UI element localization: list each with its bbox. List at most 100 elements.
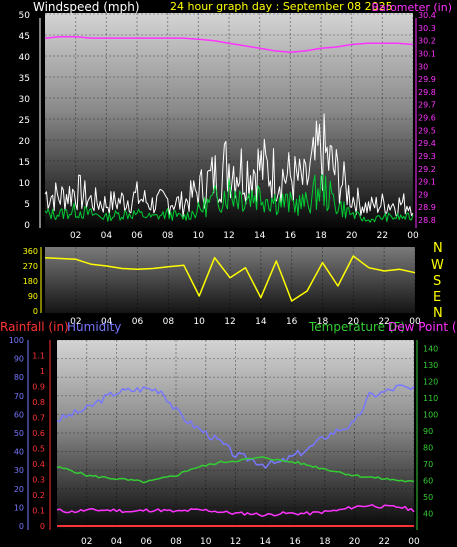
- x-tick-label: 02: [70, 317, 81, 327]
- direction-plot-area: [45, 247, 415, 313]
- dir-y-tick-label: 270: [23, 262, 38, 271]
- x-tick-label: 18: [319, 537, 331, 547]
- x-tick-label: 02: [81, 537, 92, 547]
- temp-y-tick-label: 130: [423, 361, 438, 370]
- wind-gust-line: [44, 113, 414, 217]
- temperature-line: [56, 456, 415, 484]
- temp-plot-area: [57, 340, 414, 530]
- axis-labels: 0510152025303540455028.828.92929.129.229…: [9, 11, 439, 547]
- x-tick-label: 20: [348, 317, 360, 327]
- humidity-y-tick-label: 50: [14, 429, 24, 438]
- baro-y-tick-label: 28.9: [418, 203, 436, 212]
- baro-y-tick-label: 28.8: [418, 216, 436, 225]
- temperature-title: Temperature (F): [308, 320, 405, 334]
- wind-y-tick-label: 50: [19, 11, 31, 21]
- wind-y-tick-label: 45: [19, 32, 30, 42]
- wind-y-tick-label: 35: [19, 74, 30, 84]
- rainfall-title: Rainfall (in): [0, 320, 69, 334]
- temp-y-tick-label: 50: [423, 493, 433, 502]
- baro-y-tick-label: 29.9: [418, 75, 436, 84]
- x-tick-label: 16: [289, 537, 301, 547]
- wind-y-tick-label: 25: [19, 116, 30, 126]
- rain-y-tick-label: 1.1: [32, 352, 45, 361]
- x-tick-label: 18: [315, 231, 327, 241]
- baro-y-tick-label: 30.1: [418, 49, 436, 58]
- x-tick-label: 12: [224, 317, 235, 327]
- baro-y-tick-label: 30.4: [418, 11, 436, 20]
- humidity-y-tick-label: 20: [14, 485, 24, 494]
- compass-w: W: [431, 258, 444, 273]
- humidity-y-tick-label: 40: [14, 448, 24, 457]
- baro-y-tick-label: 29.1: [418, 178, 436, 187]
- x-tick-label: 12: [223, 231, 234, 241]
- x-tick-label: 04: [101, 317, 113, 327]
- humidity-y-tick-label: 80: [14, 373, 24, 382]
- x-tick-label: 06: [141, 537, 153, 547]
- x-tick-label: 12: [230, 537, 241, 547]
- baro-y-tick-label: 29.8: [418, 88, 436, 97]
- compass-n-top: N: [433, 241, 443, 256]
- wind-average-line: [44, 174, 414, 223]
- wind-y-tick-label: 0: [24, 221, 30, 231]
- x-tick-label: 02: [70, 231, 81, 241]
- rain-y-tick-label: 0.4: [32, 460, 45, 469]
- humidity-y-tick-label: 10: [14, 503, 24, 512]
- x-tick-label: 14: [255, 317, 267, 327]
- grid-lines: [45, 13, 416, 530]
- wind-plot-area: [45, 13, 413, 228]
- wind-direction-line: [44, 255, 416, 302]
- x-tick-label: 16: [286, 317, 298, 327]
- dir-y-tick-label: 360: [23, 247, 38, 256]
- x-tick-label: 20: [349, 537, 361, 547]
- x-tick-label: 08: [163, 317, 175, 327]
- baro-y-tick-label: 29: [418, 190, 428, 199]
- x-tick-label: 08: [162, 231, 174, 241]
- x-tick-label: 22: [378, 317, 389, 327]
- baro-y-tick-label: 29.6: [418, 114, 436, 123]
- temp-y-tick-label: 100: [423, 410, 438, 419]
- x-tick-label: 14: [254, 231, 266, 241]
- x-tick-label: 22: [379, 537, 390, 547]
- baro-y-tick-label: 30: [418, 62, 428, 71]
- temp-y-tick-label: 60: [423, 476, 433, 485]
- rain-y-tick-label: 0.3: [32, 476, 45, 485]
- baro-y-tick-label: 30.3: [418, 24, 436, 33]
- dir-y-tick-label: 90: [28, 292, 38, 301]
- dewpoint-line: [56, 504, 415, 517]
- temp-y-tick-label: 40: [423, 509, 433, 518]
- temp-y-tick-label: 120: [423, 377, 438, 386]
- x-tick-label: 10: [200, 537, 212, 547]
- wind-y-tick-label: 10: [19, 179, 31, 189]
- compass-e: E: [433, 290, 441, 305]
- x-tick-label: 16: [285, 231, 297, 241]
- rain-y-tick-label: 1: [40, 367, 45, 376]
- barometer-title: Barometer (in): [372, 1, 453, 14]
- baro-y-tick-label: 29.3: [418, 152, 436, 161]
- humidity-y-tick-label: 70: [14, 392, 24, 401]
- temp-y-tick-label: 140: [423, 344, 438, 353]
- rain-y-tick-label: 0.9: [32, 383, 45, 392]
- series-lines: [44, 36, 416, 527]
- compass-s: S: [433, 274, 441, 289]
- baro-y-tick-label: 29.2: [418, 165, 436, 174]
- x-tick-label: 22: [377, 231, 388, 241]
- rain-y-tick-label: 0.8: [32, 398, 45, 407]
- x-tick-label: 10: [193, 231, 205, 241]
- windspeed-title: Windspeed (mph): [33, 0, 140, 14]
- rain-y-tick-label: 0.2: [32, 491, 45, 500]
- rain-y-tick-label: 0.5: [32, 445, 45, 454]
- x-tick-label: 04: [101, 231, 113, 241]
- compass-n-bottom: N: [433, 306, 443, 321]
- x-tick-label: 04: [111, 537, 123, 547]
- dir-y-tick-label: 0: [33, 307, 38, 316]
- rain-y-tick-label: 0.6: [32, 429, 45, 438]
- temp-y-tick-label: 80: [423, 443, 433, 452]
- humidity-y-tick-label: 0: [19, 522, 24, 531]
- x-tick-label: 00: [408, 537, 420, 547]
- temp-y-tick-label: 110: [423, 394, 438, 403]
- wind-y-tick-label: 30: [19, 95, 31, 105]
- rain-y-tick-label: 0.7: [32, 414, 45, 423]
- humidity-y-tick-label: 100: [9, 336, 24, 345]
- baro-y-tick-label: 29.4: [418, 139, 436, 148]
- x-tick-label: 06: [131, 231, 143, 241]
